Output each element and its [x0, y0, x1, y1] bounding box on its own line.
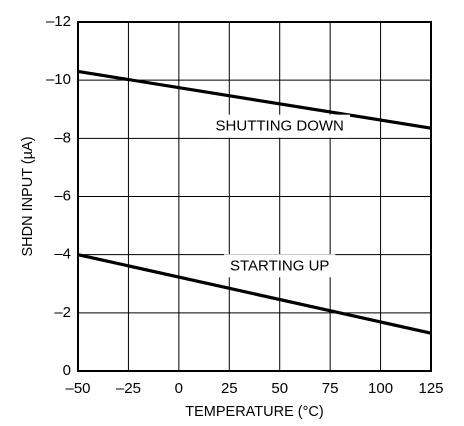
y-tick-label: –12: [46, 13, 71, 30]
series-line: [77, 69, 432, 130]
annotation-group: SHUTTING DOWN STARTING UP: [209, 114, 350, 278]
plot-frame: [77, 21, 432, 372]
x-tick-label: –25: [116, 380, 141, 397]
x-tick-label: 75: [322, 380, 339, 397]
annotation-background: [209, 114, 350, 138]
annotation-label: STARTING UP: [230, 257, 329, 274]
y-tick-label: –2: [54, 304, 71, 321]
annotation-background: [223, 254, 336, 278]
y-tick-labels: 0 –2 –4 –6 –8 –10 –12: [46, 13, 71, 379]
y-tick-label: –8: [54, 129, 71, 146]
y-tick-label: 0: [63, 362, 71, 379]
x-tick-label: 50: [271, 380, 288, 397]
x-tick-label: 25: [221, 380, 238, 397]
x-axis-title: TEMPERATURE (°C): [185, 404, 323, 420]
x-tick-labels: –50 –25 0 25 50 75 100 125: [65, 380, 443, 397]
y-tick-label: –10: [46, 71, 71, 88]
annotation-label: SHUTTING DOWN: [216, 118, 344, 135]
x-tick-label: 0: [175, 380, 183, 397]
x-tick-label: –50: [65, 380, 90, 397]
series-line: [77, 253, 432, 335]
series-group: [77, 69, 432, 335]
y-tick-label: –4: [54, 246, 71, 263]
x-tick-label: 125: [418, 380, 443, 397]
y-tick-label: –6: [54, 187, 71, 204]
x-tick-label: 100: [368, 380, 393, 397]
y-axis-title: SHDN INPUT (µA): [20, 136, 36, 256]
grid: [78, 22, 431, 371]
